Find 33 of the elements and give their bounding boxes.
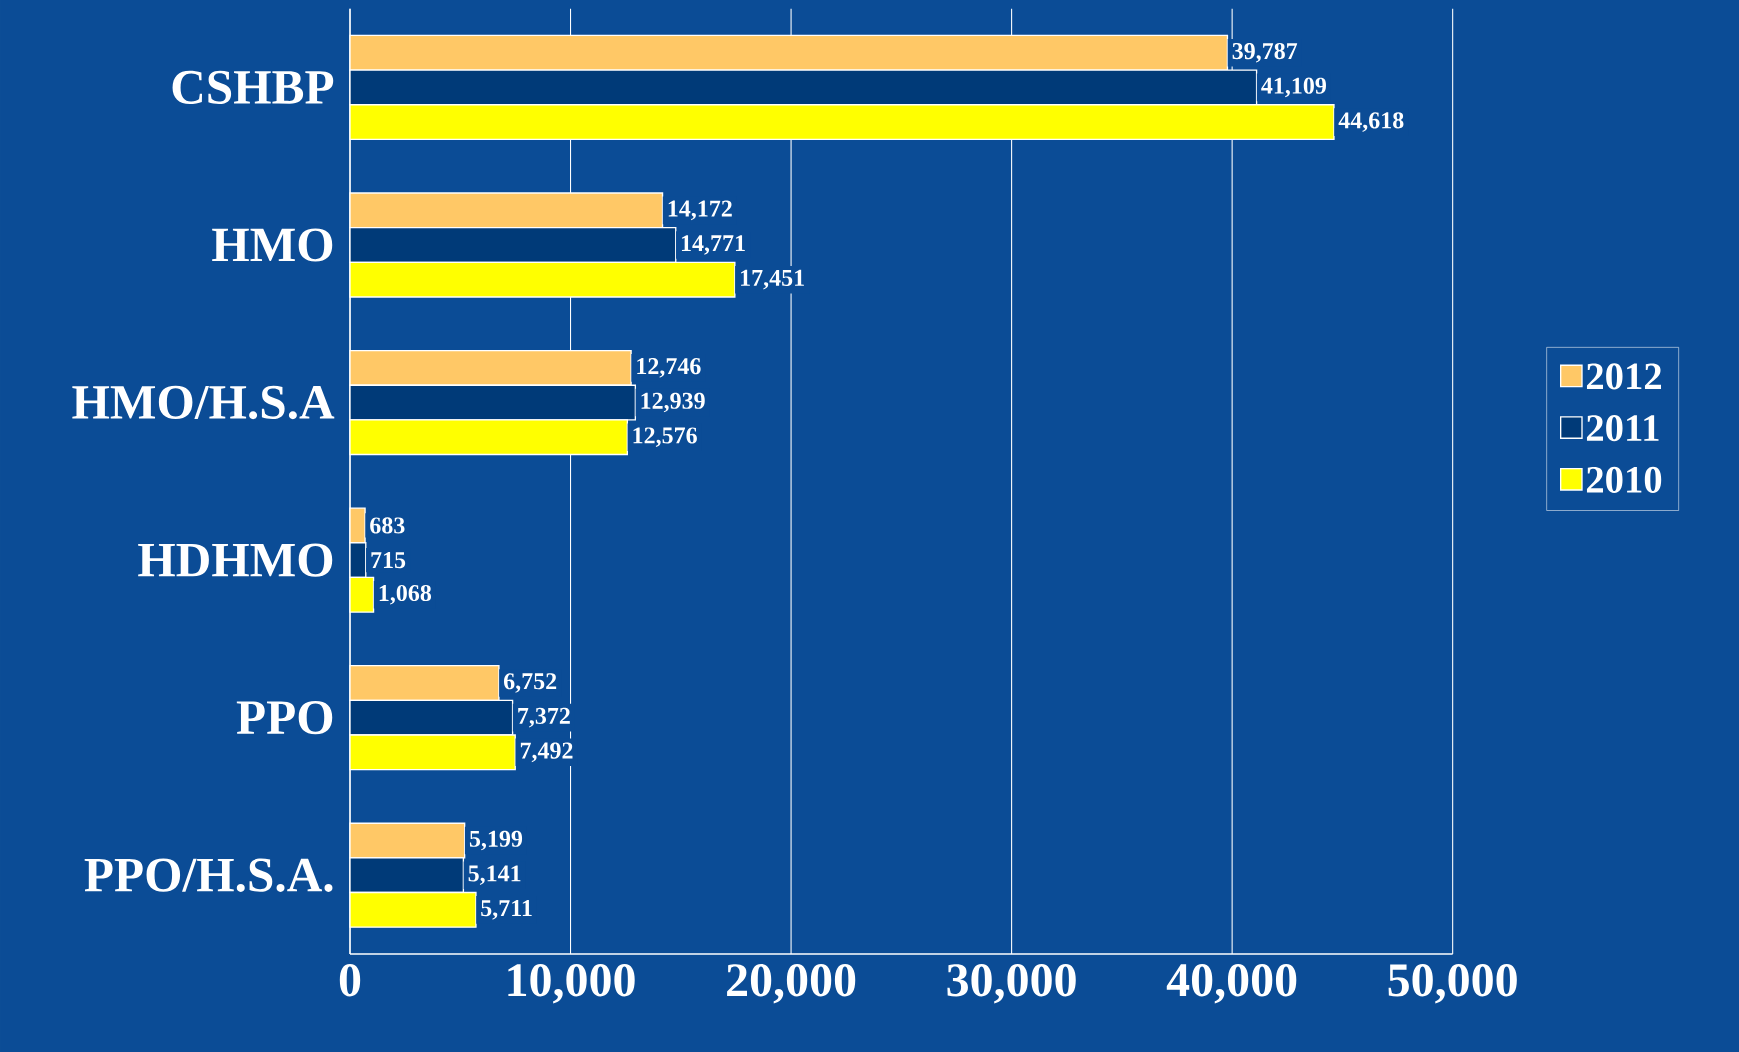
data-label: 44,618 xyxy=(1338,112,1404,132)
data-label: 41,109 xyxy=(1261,77,1326,98)
data-label: 39,787 xyxy=(1232,42,1298,63)
data-label: 7,372 xyxy=(518,707,570,728)
data-label: 1,068 xyxy=(379,584,432,605)
legend-label: 2010 xyxy=(1586,466,1662,493)
data-label: 12,746 xyxy=(637,358,701,378)
legend-label: 2012 xyxy=(1586,363,1661,390)
data-label: 12,576 xyxy=(633,427,697,448)
data-label: 5,199 xyxy=(469,830,523,851)
data-label: 14,771 xyxy=(681,235,745,255)
data-label: 5,711 xyxy=(481,900,532,920)
y-tick-label: HMO/H.S.A xyxy=(72,385,335,420)
y-tick-label: PPO xyxy=(236,701,333,735)
x-tick-label: 10,000 xyxy=(508,964,635,1004)
legend-label: 2011 xyxy=(1586,415,1659,442)
y-tick-label: HDHMO xyxy=(138,543,333,577)
y-tick-label: PPO/H.S.A. xyxy=(84,858,333,892)
x-tick-label: 30,000 xyxy=(947,964,1076,1004)
data-label: 17,451 xyxy=(741,269,804,290)
x-tick-label: 40,000 xyxy=(1166,964,1297,1004)
x-tick-label: 50,000 xyxy=(1388,964,1517,1004)
x-tick-label: 0 xyxy=(339,964,361,997)
data-label: 7,492 xyxy=(520,742,573,763)
x-tick-label: 20,000 xyxy=(727,964,856,1004)
data-label: 12,939 xyxy=(641,392,705,413)
data-label: 715 xyxy=(371,552,406,569)
y-tick-label: HMO xyxy=(212,228,333,262)
data-label: 5,141 xyxy=(468,865,521,885)
data-label: 14,172 xyxy=(668,200,732,221)
data-label: 683 xyxy=(370,517,405,534)
y-tick-label: CSHBP xyxy=(172,70,334,105)
data-label: 6,752 xyxy=(503,673,557,693)
